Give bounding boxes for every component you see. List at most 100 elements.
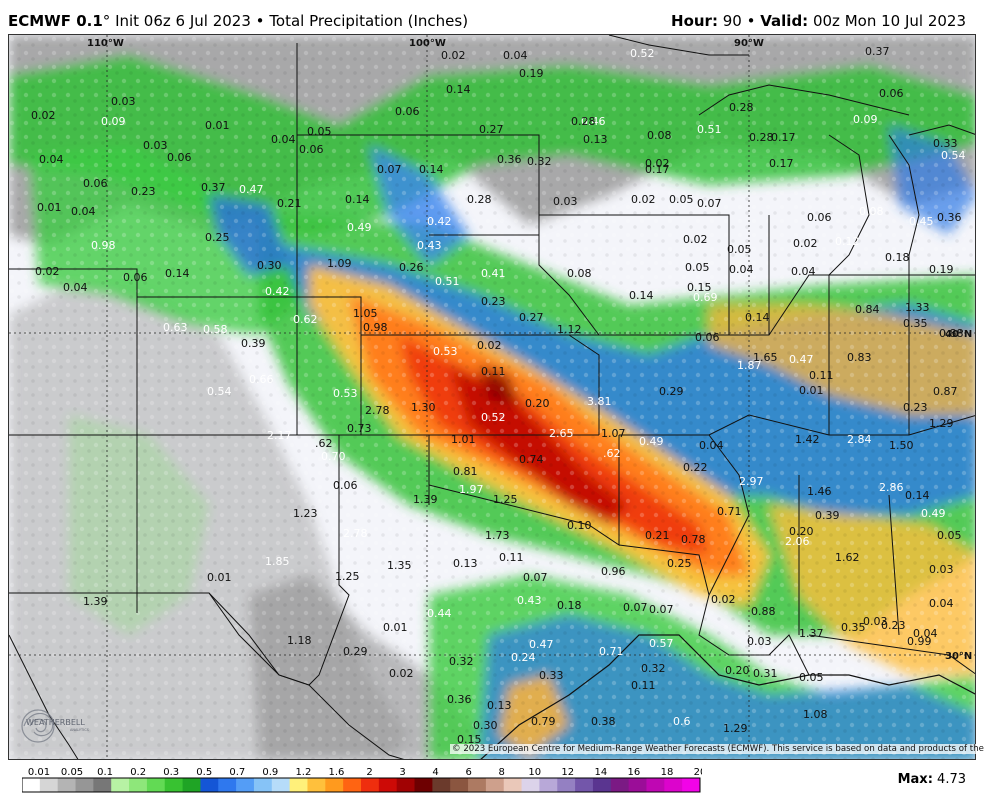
precip-amount-label: 0.04 [729,263,754,276]
precip-amount-label: 1.30 [411,401,436,414]
precip-amount-label: 0.08 [859,205,884,218]
precip-amount-label: 0.73 [347,422,372,435]
precip-amount-label: 0.52 [630,47,655,60]
precip-amount-label: 0.02 [477,339,502,352]
precip-amount-label: 0.11 [481,365,506,378]
precip-amount-label: 0.99 [907,635,932,648]
precip-amount-label: 0.05 [669,193,694,206]
precip-amount-label: 0.27 [519,311,544,324]
precip-amount-label: 0.42 [265,285,290,298]
legend-swatch [218,778,237,792]
precip-amount-label: 0.21 [277,197,302,210]
separator-bullet: • [255,12,265,30]
precip-amount-label: 0.05 [799,671,824,684]
max-readout: Max: 4.73 [898,772,966,787]
precip-amount-label: 0.62 [293,313,318,326]
precip-amount-label: 1.97 [459,483,484,496]
precip-amount-label: 0.03 [111,95,136,108]
precip-amount-label: 1.46 [807,485,832,498]
logo-graphic: WEATHERBELL ANALYTICS [21,709,90,743]
legend-swatch [539,778,558,792]
precip-amount-label: 0.06 [695,331,720,344]
precip-amount-label: 0.38 [591,715,616,728]
legend-swatch [628,778,647,792]
product-name: Total Precipitation (Inches) [269,12,469,30]
precip-amount-label: 0.87 [933,385,958,398]
legend-swatch [503,778,523,792]
precip-amount-label: 0.06 [333,479,358,492]
precip-amount-label: 1.73 [485,529,510,542]
precip-amount-label: 0.71 [717,505,742,518]
valid-time: 00z Mon 10 Jul 2023 [812,12,966,30]
legend-swatch [485,778,505,792]
precip-amount-label: 1.29 [723,722,748,735]
gulf-coastline [480,634,975,759]
precip-amount-label: 0.98 [363,321,388,334]
precip-amount-label: 0.30 [257,259,282,272]
precip-amount-label: 0.43 [517,594,542,607]
precip-amount-label: 0.23 [481,295,506,308]
precip-amount-label: 0.83 [847,351,872,364]
legend-swatch [22,778,41,792]
precip-amount-label: 0.28 [571,115,596,128]
precip-amount-label: 0.03 [143,139,168,152]
precip-amount-label: 0.44 [427,607,452,620]
legend-tick-label: 2 [366,767,372,778]
precip-amount-label: 0.84 [855,303,880,316]
precip-amount-label: 0.04 [271,133,296,146]
precip-amount-label: 0.06 [83,177,108,190]
precip-amount-label: 0.20 [789,525,814,538]
precip-amount-label: 0.37 [865,45,890,58]
precip-amount-label: 0.78 [681,533,706,546]
legend-tick-label: 0.1 [97,767,113,778]
precip-amount-label: 0.25 [205,231,230,244]
legend-tick-label: 18 [661,767,674,778]
legend-swatch [396,778,416,792]
precip-amount-label: 0.13 [583,133,608,146]
precip-amount-label: 0.07 [377,163,402,176]
precip-amount-label: 0.37 [201,181,226,194]
precip-amount-label: 0.13 [487,699,512,712]
precipitation-map: 110°W 100°W 90°W 40°N 30°N 0.02 0.04 0.19 0… [8,34,976,760]
legend-tick-label: 20 [694,767,702,778]
lon-label-90: 90°W [734,38,764,49]
legend-swatch [646,778,665,792]
precip-amount-label: 0.14 [165,267,190,280]
precip-amount-label: 0.51 [435,275,460,288]
precip-amount-label: 0.03 [747,635,772,648]
precip-amount-label: 1.07 [601,427,626,440]
legend-tick-label: 1.2 [295,767,311,778]
precip-amount-label: 0.18 [557,599,582,612]
precip-amount-label: 0.04 [791,265,816,278]
precip-amount-label: 2.78 [365,404,390,417]
legend-tick-label: 10 [528,767,541,778]
precip-amount-label: 0.02 [645,157,670,170]
precip-amount-label: 0.04 [71,205,96,218]
legend-tick-label: 3 [399,767,405,778]
max-value: 4.73 [937,772,966,787]
precip-amount-label: 0.02 [711,593,736,606]
precip-amount-label: 1.23 [293,507,318,520]
precip-amount-label: 1.35 [387,559,412,572]
logo-text: WEATHERBELL [26,718,85,727]
legend-swatch [361,778,380,792]
legend-swatch [557,778,576,792]
separator-bullet-2: • [746,12,756,30]
precip-amount-label: 0.28 [729,101,754,114]
precip-amount-label: 0.03 [863,615,888,628]
precip-amount-label: 0.29 [343,645,368,658]
legend-tick-label: 4 [432,767,438,778]
precip-amount-label: 0.39 [815,509,840,522]
precip-amount-label: 0.51 [697,123,722,136]
legend-tick-label: 6 [465,767,471,778]
precip-amount-label: 0.06 [395,105,420,118]
legend-tick-label: 1.6 [328,767,344,778]
precip-amount-label: 0.02 [631,193,656,206]
precip-amount-label: 0.06 [123,271,148,284]
legend-swatch [575,778,594,792]
precip-amount-label: 0.01 [383,621,408,634]
precip-amount-label: 0.35 [903,317,928,330]
legend-swatch [164,778,184,792]
precip-amount-label: 0.04 [913,627,938,640]
legend-tick-label: 0.05 [61,767,83,778]
